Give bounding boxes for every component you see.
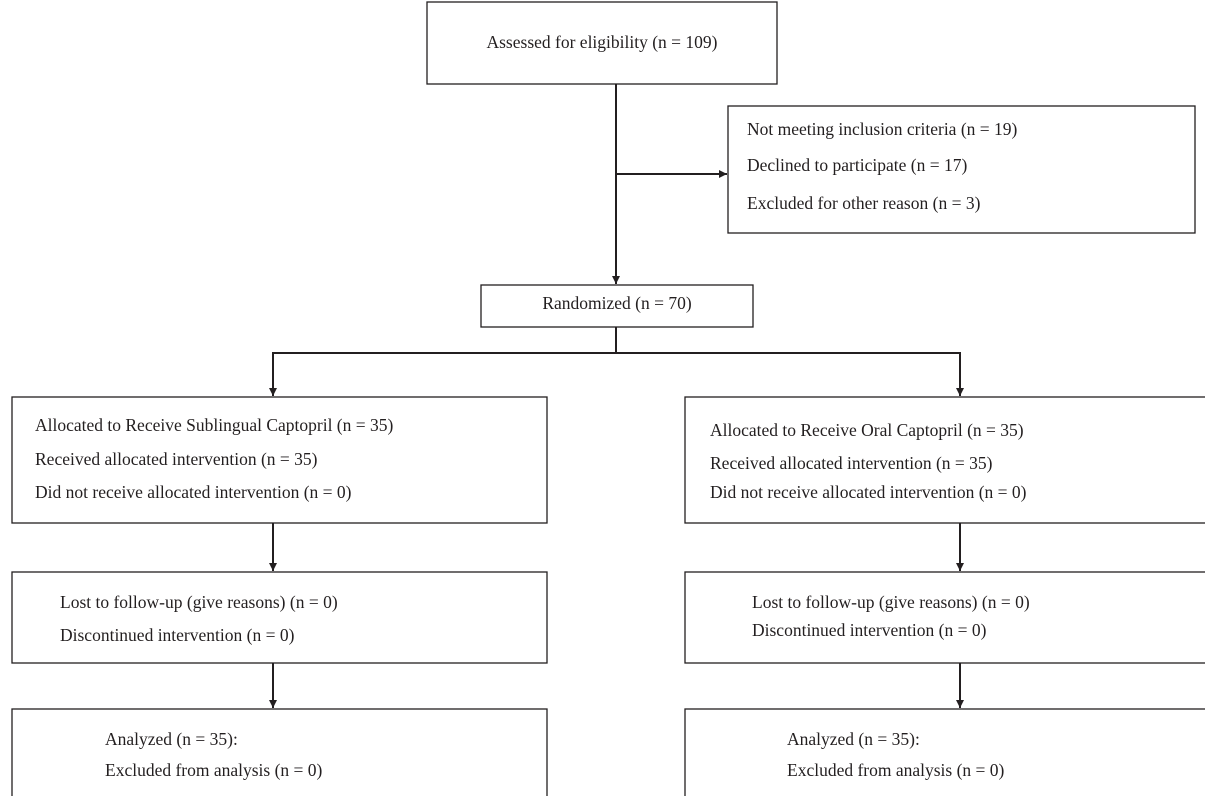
box-text: Analyzed (n = 35): <box>787 729 920 749</box>
box-text: Received allocated intervention (n = 35) <box>710 453 993 473</box>
box <box>684 708 1205 796</box>
box-text: Randomized (n = 70) <box>542 293 692 313</box>
box-text: Analyzed (n = 35): <box>105 729 238 749</box>
box <box>684 396 1205 524</box>
connectors <box>269 84 964 708</box>
box-text: Declined to participate (n = 17) <box>747 155 967 175</box>
box-text: Received allocated intervention (n = 35) <box>35 449 318 469</box>
box <box>426 1 778 85</box>
box-text: Excluded from analysis (n = 0) <box>105 760 323 780</box>
box <box>727 105 1196 234</box>
box-text: Excluded for other reason (n = 3) <box>747 193 981 213</box>
box <box>11 708 548 796</box>
box <box>11 571 548 664</box>
box-text: Lost to follow-up (give reasons) (n = 0) <box>752 592 1030 612</box>
box-text: Discontinued intervention (n = 0) <box>752 620 987 640</box>
box-text: Did not receive allocated intervention (… <box>35 482 352 502</box>
box <box>480 284 754 328</box>
box-text: Not meeting inclusion criteria (n = 19) <box>747 119 1018 139</box>
labels: Assessed for eligibility (n = 109) Not m… <box>35 32 1030 780</box>
box <box>11 396 548 524</box>
box <box>684 571 1205 664</box>
box-text: Discontinued intervention (n = 0) <box>60 625 295 645</box>
box-text: Allocated to Receive Sublingual Captopri… <box>35 415 394 435</box>
box-text: Excluded from analysis (n = 0) <box>787 760 1005 780</box>
box-text: Assessed for eligibility (n = 109) <box>486 32 717 52</box>
box-text: Allocated to Receive Oral Captopril (n =… <box>710 420 1024 440</box>
box-text: Did not receive allocated intervention (… <box>710 482 1027 502</box>
box-text: Lost to follow-up (give reasons) (n = 0) <box>60 592 338 612</box>
boxes <box>11 1 1205 796</box>
